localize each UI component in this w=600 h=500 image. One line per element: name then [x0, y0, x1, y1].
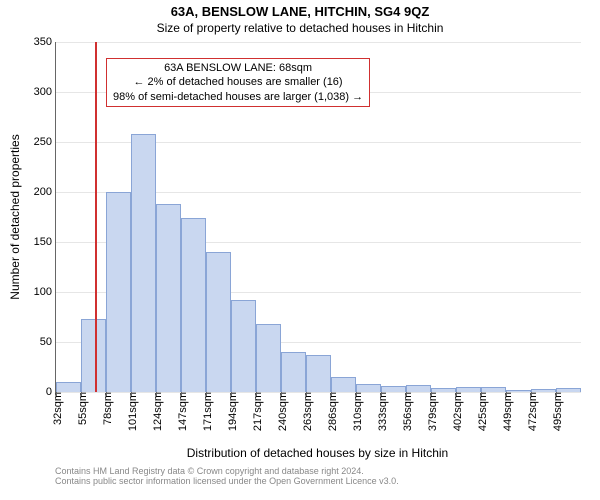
x-tick-label: 124sqm — [148, 392, 164, 431]
x-tick-mark — [81, 392, 82, 396]
x-tick-label: 147sqm — [173, 392, 189, 431]
x-tick-mark — [181, 392, 182, 396]
x-tick-label: 495sqm — [548, 392, 564, 431]
x-tick-mark — [106, 392, 107, 396]
histogram-bar — [156, 204, 181, 392]
x-tick-label: 356sqm — [398, 392, 414, 431]
annotation-line: ← 2% of detached houses are smaller (16) — [113, 75, 363, 89]
annotation-line: 63A BENSLOW LANE: 68sqm — [113, 61, 363, 75]
x-tick-label: 194sqm — [223, 392, 239, 431]
x-tick-label: 217sqm — [248, 392, 264, 431]
x-tick-label: 263sqm — [298, 392, 314, 431]
footer-attribution: Contains HM Land Registry data © Crown c… — [55, 466, 399, 486]
x-tick-mark — [281, 392, 282, 396]
x-tick-mark — [531, 392, 532, 396]
histogram-bar — [56, 382, 81, 392]
histogram-bar — [356, 384, 381, 392]
x-tick-mark — [481, 392, 482, 396]
x-tick-label: 472sqm — [523, 392, 539, 431]
histogram-bar — [231, 300, 256, 392]
y-tick-label: 350 — [34, 36, 56, 48]
x-tick-mark — [556, 392, 557, 396]
x-tick-mark — [356, 392, 357, 396]
x-tick-mark — [306, 392, 307, 396]
x-axis-label: Distribution of detached houses by size … — [187, 446, 448, 460]
y-tick-label: 150 — [34, 236, 56, 248]
histogram-bar — [181, 218, 206, 392]
histogram-bar — [256, 324, 281, 392]
x-tick-label: 402sqm — [448, 392, 464, 431]
gridline — [56, 42, 581, 43]
x-tick-mark — [381, 392, 382, 396]
x-tick-label: 379sqm — [423, 392, 439, 431]
x-tick-label: 425sqm — [473, 392, 489, 431]
x-tick-mark — [56, 392, 57, 396]
x-tick-mark — [131, 392, 132, 396]
chart-title: 63A, BENSLOW LANE, HITCHIN, SG4 9QZ — [0, 0, 600, 19]
plot-area: 05010015020025030035032sqm55sqm78sqm101s… — [55, 42, 581, 393]
x-tick-label: 171sqm — [198, 392, 214, 431]
x-tick-label: 449sqm — [498, 392, 514, 431]
y-tick-label: 100 — [34, 286, 56, 298]
x-tick-label: 101sqm — [123, 392, 139, 431]
x-tick-label: 310sqm — [348, 392, 364, 431]
x-tick-mark — [506, 392, 507, 396]
annotation-line: 98% of semi-detached houses are larger (… — [113, 90, 363, 104]
x-tick-mark — [406, 392, 407, 396]
footer-line: Contains public sector information licen… — [55, 476, 399, 486]
marker-line — [95, 42, 97, 392]
histogram-bar — [81, 319, 106, 392]
x-tick-mark — [456, 392, 457, 396]
x-tick-label: 32sqm — [48, 392, 64, 425]
y-tick-label: 250 — [34, 136, 56, 148]
histogram-bar — [281, 352, 306, 392]
histogram-bar — [306, 355, 331, 392]
histogram-bar — [206, 252, 231, 392]
histogram-bar — [131, 134, 156, 392]
x-tick-label: 286sqm — [323, 392, 339, 431]
x-tick-mark — [331, 392, 332, 396]
chart-container: 63A, BENSLOW LANE, HITCHIN, SG4 9QZ Size… — [0, 0, 600, 500]
x-tick-mark — [231, 392, 232, 396]
histogram-bar — [331, 377, 356, 392]
x-tick-label: 333sqm — [373, 392, 389, 431]
annotation-box: 63A BENSLOW LANE: 68sqm← 2% of detached … — [106, 58, 370, 107]
x-tick-mark — [431, 392, 432, 396]
histogram-bar — [406, 385, 431, 392]
y-tick-label: 50 — [40, 336, 56, 348]
x-tick-mark — [206, 392, 207, 396]
x-tick-mark — [256, 392, 257, 396]
x-tick-mark — [156, 392, 157, 396]
y-tick-label: 200 — [34, 186, 56, 198]
histogram-bar — [106, 192, 131, 392]
chart-subtitle: Size of property relative to detached ho… — [0, 19, 600, 35]
x-tick-label: 55sqm — [73, 392, 89, 425]
footer-line: Contains HM Land Registry data © Crown c… — [55, 466, 399, 476]
x-tick-label: 240sqm — [273, 392, 289, 431]
y-tick-label: 300 — [34, 86, 56, 98]
x-tick-label: 78sqm — [98, 392, 114, 425]
y-axis-label: Number of detached properties — [8, 134, 22, 299]
